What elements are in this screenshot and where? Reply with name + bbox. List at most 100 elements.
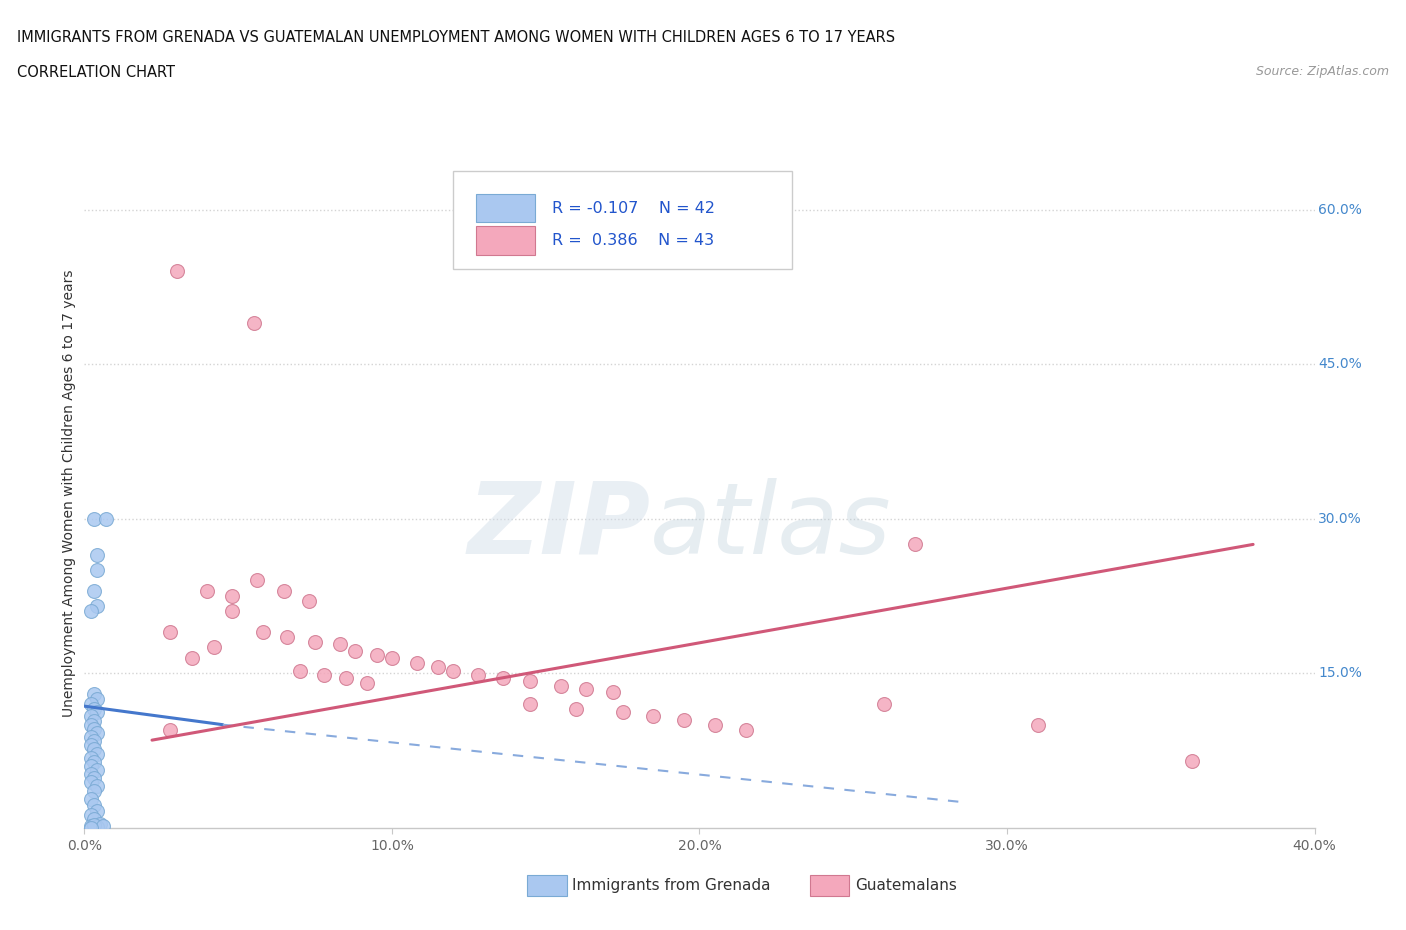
Point <box>335 671 357 685</box>
Point <box>492 671 515 685</box>
Point <box>550 678 572 693</box>
Point <box>86 804 108 818</box>
Point <box>83 742 105 757</box>
Point <box>83 583 105 598</box>
Point <box>86 763 108 777</box>
Point <box>79 751 101 765</box>
Point <box>79 775 101 790</box>
Point <box>83 812 105 827</box>
Point <box>86 692 108 707</box>
Y-axis label: Unemployment Among Women with Children Ages 6 to 17 years: Unemployment Among Women with Children A… <box>62 269 76 717</box>
Text: Source: ZipAtlas.com: Source: ZipAtlas.com <box>1256 65 1389 78</box>
Point <box>344 643 367 658</box>
Point <box>79 818 101 833</box>
Point <box>427 659 450 674</box>
Point <box>405 656 427 671</box>
Text: Immigrants from Grenada: Immigrants from Grenada <box>572 878 770 893</box>
Text: 15.0%: 15.0% <box>1319 666 1362 680</box>
Point <box>89 817 111 831</box>
Point <box>86 599 108 614</box>
Point <box>366 647 388 662</box>
Point <box>79 730 101 745</box>
Point <box>703 717 725 732</box>
Point <box>83 512 105 526</box>
Point <box>83 798 105 813</box>
Point <box>356 676 378 691</box>
Text: R = -0.107    N = 42: R = -0.107 N = 42 <box>553 201 714 216</box>
Point <box>83 754 105 769</box>
Point <box>83 713 105 728</box>
Point <box>86 705 108 720</box>
Bar <box>475 194 534 222</box>
Point <box>83 771 105 786</box>
Point <box>79 820 101 835</box>
Point <box>443 664 465 679</box>
Text: IMMIGRANTS FROM GRENADA VS GUATEMALAN UNEMPLOYMENT AMONG WOMEN WITH CHILDREN AGE: IMMIGRANTS FROM GRENADA VS GUATEMALAN UN… <box>17 30 896 45</box>
Point <box>86 563 108 578</box>
Point <box>83 686 105 701</box>
Text: Guatemalans: Guatemalans <box>855 878 956 893</box>
Point <box>1181 753 1204 768</box>
Point <box>288 664 311 679</box>
Point <box>166 264 188 279</box>
Point <box>83 783 105 798</box>
Point <box>246 573 269 588</box>
Text: atlas: atlas <box>651 478 891 575</box>
Point <box>221 604 243 618</box>
Point <box>314 668 336 683</box>
Point <box>575 681 598 696</box>
Text: 60.0%: 60.0% <box>1319 203 1362 217</box>
Point <box>83 722 105 737</box>
Point <box>79 766 101 781</box>
Point <box>79 791 101 806</box>
Point <box>197 583 219 598</box>
Point <box>159 723 181 737</box>
Text: CORRELATION CHART: CORRELATION CHART <box>17 65 174 80</box>
Point <box>79 604 101 618</box>
Point <box>467 668 489 683</box>
Point <box>94 512 117 526</box>
Point <box>381 650 404 665</box>
Point <box>86 746 108 761</box>
Point <box>519 697 541 711</box>
Point <box>252 625 274 640</box>
Point <box>83 702 105 717</box>
Point <box>83 734 105 749</box>
Point <box>79 759 101 774</box>
Point <box>79 737 101 752</box>
Point <box>202 640 225 655</box>
Point <box>329 637 352 652</box>
Bar <box>475 226 534 255</box>
Point <box>673 712 696 727</box>
Point <box>602 684 624 699</box>
Point <box>734 723 756 737</box>
Point <box>79 697 101 711</box>
Point <box>873 697 896 711</box>
Text: 45.0%: 45.0% <box>1319 357 1362 371</box>
Point <box>643 709 665 724</box>
Point <box>565 702 588 717</box>
Point <box>79 808 101 823</box>
Point <box>86 725 108 740</box>
Text: ZIP: ZIP <box>467 478 651 575</box>
Point <box>221 589 243 604</box>
Point <box>79 709 101 724</box>
Point <box>298 593 321 608</box>
Point <box>86 779 108 794</box>
Point <box>612 705 634 720</box>
Point <box>83 817 105 832</box>
Point <box>519 674 541 689</box>
Point <box>159 625 181 640</box>
Point <box>273 583 295 598</box>
Point <box>1026 717 1049 732</box>
Point <box>91 818 114 833</box>
Point <box>242 315 264 330</box>
Point <box>79 717 101 732</box>
FancyBboxPatch shape <box>454 171 792 269</box>
Point <box>181 650 204 665</box>
Point <box>86 547 108 562</box>
Text: 30.0%: 30.0% <box>1319 512 1362 525</box>
Text: R =  0.386    N = 43: R = 0.386 N = 43 <box>553 232 714 248</box>
Point <box>86 819 108 834</box>
Point <box>304 635 326 650</box>
